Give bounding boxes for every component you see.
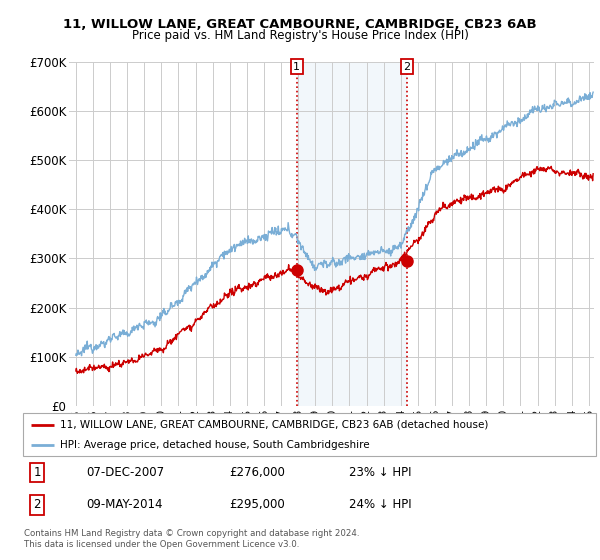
- Text: 11, WILLOW LANE, GREAT CAMBOURNE, CAMBRIDGE, CB23 6AB: 11, WILLOW LANE, GREAT CAMBOURNE, CAMBRI…: [63, 18, 537, 31]
- Text: £295,000: £295,000: [229, 498, 285, 511]
- Text: Contains HM Land Registry data © Crown copyright and database right 2024.
This d: Contains HM Land Registry data © Crown c…: [24, 529, 359, 549]
- Text: 23% ↓ HPI: 23% ↓ HPI: [349, 466, 412, 479]
- Text: 1: 1: [34, 466, 41, 479]
- Text: 2: 2: [34, 498, 41, 511]
- Text: HPI: Average price, detached house, South Cambridgeshire: HPI: Average price, detached house, Sout…: [60, 441, 370, 450]
- Text: 24% ↓ HPI: 24% ↓ HPI: [349, 498, 412, 511]
- Text: 07-DEC-2007: 07-DEC-2007: [86, 466, 164, 479]
- Text: 09-MAY-2014: 09-MAY-2014: [86, 498, 163, 511]
- Text: 1: 1: [293, 62, 300, 72]
- Text: Price paid vs. HM Land Registry's House Price Index (HPI): Price paid vs. HM Land Registry's House …: [131, 29, 469, 42]
- Text: 2: 2: [403, 62, 410, 72]
- Text: £276,000: £276,000: [229, 466, 285, 479]
- FancyBboxPatch shape: [23, 413, 596, 456]
- Bar: [297, 62, 407, 406]
- Text: 11, WILLOW LANE, GREAT CAMBOURNE, CAMBRIDGE, CB23 6AB (detached house): 11, WILLOW LANE, GREAT CAMBOURNE, CAMBRI…: [60, 420, 488, 430]
